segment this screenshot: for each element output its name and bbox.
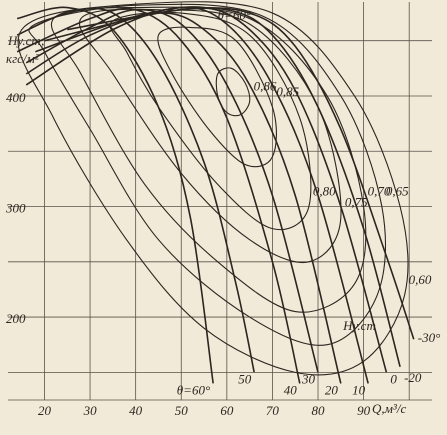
x-tick-label: 60	[220, 403, 234, 418]
series-label: θ=60°	[177, 382, 210, 397]
series-label: 50	[238, 371, 252, 386]
efficiency-contour	[17, 1, 409, 376]
annotation: θ=60°	[218, 7, 251, 22]
series-label: 0	[390, 371, 397, 386]
series-label: -20	[404, 370, 422, 385]
x-tick-label: 40	[129, 403, 143, 418]
pressure-curve	[16, 6, 214, 384]
x-tick-label: 30	[83, 403, 98, 418]
pressure-curve	[25, 8, 319, 373]
pressure-curve	[16, 7, 301, 384]
efficiency-contour	[78, 8, 342, 264]
series-label: 40	[284, 382, 298, 397]
x-tick-label: 80	[312, 403, 326, 418]
series-label: -30°	[418, 330, 441, 345]
y-tick-label: 300	[5, 201, 26, 216]
pressure-curve	[67, 7, 415, 340]
y-tick-label: 400	[6, 90, 26, 105]
pressure-curve	[25, 6, 369, 384]
x-tick-label: 20	[38, 403, 52, 418]
series-label: 30	[301, 371, 316, 386]
efficiency-contour	[28, 3, 387, 346]
y-axis-label: кгс/м²	[6, 51, 40, 66]
x-axis-label: Q,м³/с	[372, 401, 406, 416]
y-tick-label: 200	[6, 311, 26, 326]
efficiency-contour	[157, 26, 277, 168]
x-tick-label: 90	[357, 403, 371, 418]
pressure-curve	[16, 7, 255, 373]
x-tick-label: 70	[266, 403, 280, 418]
contour-label: 0,65	[386, 184, 409, 199]
contour-label: 0,80	[313, 184, 336, 199]
annotation: Hу.ст	[342, 318, 376, 333]
series-label: 20	[325, 382, 339, 397]
contour-label: 0,60	[409, 272, 432, 287]
x-tick-label: 50	[175, 403, 189, 418]
efficiency-contour	[51, 6, 367, 313]
pressure-curve	[25, 12, 342, 384]
contour-label: 0,70	[368, 184, 391, 199]
pressure-curve	[44, 7, 401, 368]
series-label: 10	[352, 382, 366, 397]
